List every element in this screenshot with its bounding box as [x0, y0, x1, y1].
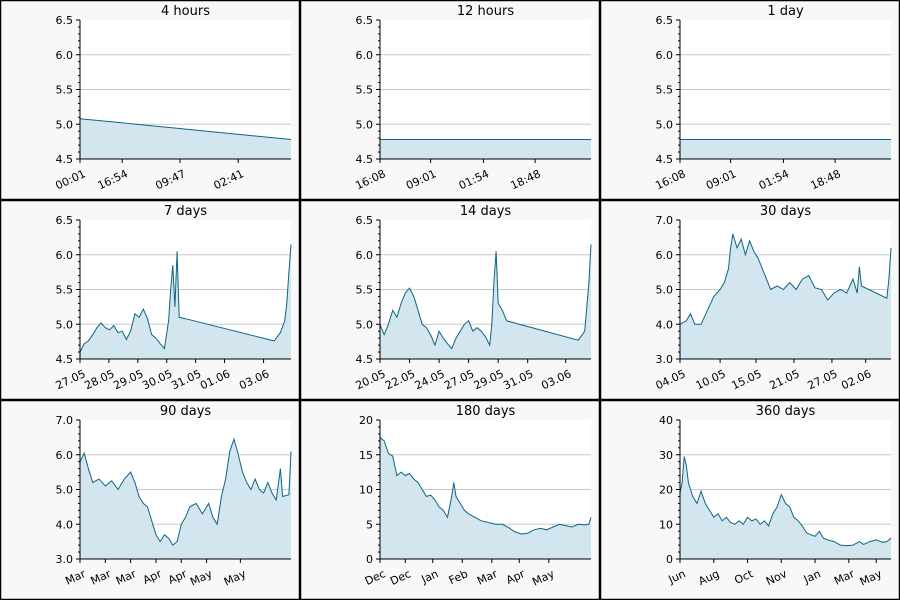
y-tick-label: 5	[366, 518, 373, 531]
y-tick-label: 5.5	[656, 84, 674, 97]
y-tick-label: 6.5	[356, 14, 374, 27]
y-tick-label: 6.0	[656, 249, 674, 262]
y-tick-label: 6.0	[56, 449, 74, 462]
y-tick-label: 4.5	[356, 153, 374, 166]
y-tick-label: 5.5	[356, 84, 374, 97]
chart-panel: 7 days4.55.05.56.06.527.0528.0529.0530.0…	[0, 200, 300, 400]
y-tick-label: 4.5	[56, 153, 74, 166]
y-tick-label: 6.0	[656, 49, 674, 62]
series-area	[80, 118, 291, 159]
chart-title: 7 days	[164, 204, 207, 219]
chart-title: 180 days	[456, 404, 516, 419]
y-tick-label: 10	[359, 484, 373, 497]
y-tick-label: 6.0	[356, 49, 374, 62]
y-tick-label: 5.0	[656, 118, 674, 131]
chart-title: 1 day	[767, 4, 804, 19]
y-tick-label: 3.0	[56, 553, 74, 566]
y-tick-label: 5.0	[56, 118, 74, 131]
y-tick-label: 7.0	[656, 214, 674, 227]
chart-title: 360 days	[756, 404, 816, 419]
y-tick-label: 5.0	[356, 118, 374, 131]
chart-title: 12 hours	[457, 4, 514, 19]
y-tick-label: 30	[659, 449, 673, 462]
y-tick-label: 5.5	[356, 284, 374, 297]
y-tick-label: 7.0	[56, 414, 74, 427]
chart-title: 90 days	[160, 404, 212, 419]
series-area	[680, 139, 891, 159]
y-tick-label: 5.0	[656, 284, 674, 297]
y-tick-label: 4.5	[56, 353, 74, 366]
series-area	[680, 233, 891, 359]
chart-title: 14 days	[460, 204, 512, 219]
series-line	[379, 437, 592, 535]
y-tick-label: 6.5	[356, 214, 374, 227]
y-tick-label: 5.0	[356, 318, 374, 331]
chart-panel: 14 days4.55.05.56.06.520.0522.0524.0527.…	[300, 200, 600, 400]
y-tick-label: 6.5	[56, 14, 74, 27]
y-tick-label: 4.5	[356, 353, 374, 366]
series-line	[679, 233, 892, 325]
y-tick-label: 6.5	[56, 214, 74, 227]
y-tick-label: 5.5	[56, 284, 74, 297]
series-area	[380, 139, 591, 159]
y-tick-label: 20	[359, 414, 373, 427]
y-tick-label: 6.0	[356, 249, 374, 262]
series-area	[380, 244, 591, 359]
y-tick-label: 0	[666, 553, 673, 566]
series-line	[79, 244, 292, 353]
y-tick-label: 3.0	[656, 353, 674, 366]
y-tick-label: 10	[659, 518, 673, 531]
y-tick-label: 6.0	[56, 49, 74, 62]
y-tick-label: 6.5	[656, 14, 674, 27]
y-tick-label: 5.5	[56, 84, 74, 97]
series-area	[380, 437, 591, 559]
y-tick-label: 4.5	[656, 153, 674, 166]
series-line	[79, 437, 292, 546]
chart-title: 30 days	[760, 204, 812, 219]
y-tick-label: 6.0	[56, 249, 74, 262]
series-line	[79, 118, 292, 140]
series-line	[679, 456, 892, 547]
y-tick-label: 5.0	[56, 484, 74, 497]
y-tick-label: 40	[659, 414, 673, 427]
y-tick-label: 4.0	[56, 518, 74, 531]
y-tick-label: 5.0	[56, 318, 74, 331]
chart-title: 4 hours	[161, 4, 210, 19]
series-line	[379, 244, 592, 350]
y-tick-label: 0	[366, 553, 373, 566]
y-tick-label: 4.0	[656, 318, 674, 331]
series-area	[80, 244, 291, 359]
series-area	[680, 456, 891, 559]
y-tick-label: 15	[359, 449, 373, 462]
series-area	[80, 439, 291, 559]
y-tick-label: 20	[659, 484, 673, 497]
